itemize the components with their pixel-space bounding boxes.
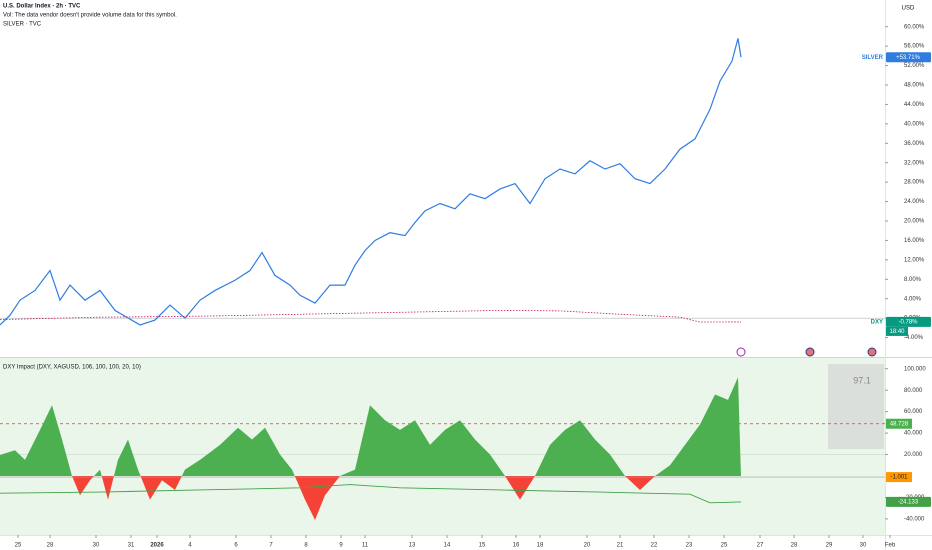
y-tick-label: 16.00%	[904, 238, 925, 244]
x-tick-label: 22	[651, 543, 658, 549]
x-tick-label: 8	[304, 543, 308, 549]
y-tick-label: 40.00%	[904, 121, 925, 127]
x-tick-label: 20	[584, 543, 591, 549]
y-tick-label: 52.00%	[904, 63, 925, 69]
x-tick-label: 23	[686, 543, 693, 549]
x-tick-label: 11	[362, 543, 369, 549]
price-badge-label: -0.78%	[898, 320, 918, 326]
price-badge	[886, 52, 931, 63]
y-tick-label: 28.00%	[904, 180, 925, 186]
y-tick-label: 4.00%	[904, 296, 922, 302]
y-tick-label: 32.00%	[904, 160, 925, 166]
y-tick-label: 20.000	[904, 452, 923, 458]
x-tick-label: 13	[409, 543, 416, 549]
stats-table	[828, 364, 884, 449]
y-tick-label: 100.000	[904, 366, 926, 372]
y-tick-label: -40.000	[904, 516, 925, 522]
price-badge	[886, 472, 912, 483]
y-tick-label: 56.00%	[904, 44, 925, 50]
x-tick-label: 25	[15, 543, 22, 549]
volume-note: Vol: The data vendor doesn't provide vol…	[3, 13, 177, 19]
x-tick-label: 31	[128, 543, 135, 549]
x-tick-label: 16	[513, 543, 520, 549]
y-tick-label: 60.00%	[904, 24, 925, 30]
countdown-label: 18:40	[889, 329, 905, 335]
x-tick-label: 28	[47, 543, 54, 549]
price-badge	[886, 496, 931, 507]
signal-line	[0, 484, 742, 504]
compare-symbol: SILVER · TVC	[3, 22, 42, 28]
x-tick-label: 14	[444, 543, 451, 549]
level-badge	[886, 418, 912, 429]
y-tick-label: 40.000	[904, 431, 923, 437]
level-badge-label: 48.728	[890, 421, 909, 427]
x-tick-label: 30	[860, 543, 867, 549]
symbol-badge-label: SILVER	[862, 55, 884, 61]
x-tick-label: 15	[479, 543, 486, 549]
y-tick-label: -4.00%	[904, 335, 924, 341]
y-tick-label: 44.00%	[904, 102, 925, 108]
series-line	[0, 309, 742, 323]
area-positive	[0, 377, 741, 476]
x-tick-label: Feb	[885, 543, 896, 549]
x-tick-label: 18	[537, 543, 544, 549]
y-tick-label: 60.000	[904, 409, 923, 415]
x-tick-label: 27	[757, 543, 764, 549]
x-tick-label: 4	[188, 543, 192, 549]
y-tick-label: 12.00%	[904, 257, 925, 263]
y-tick-label: 8.00%	[904, 277, 922, 283]
event-icon[interactable]	[805, 347, 815, 357]
x-tick-label: 29	[826, 543, 833, 549]
symbol-badge-label: DXY	[871, 320, 883, 326]
area-negative	[0, 476, 741, 520]
x-tick-label: 2026	[150, 543, 164, 549]
price-badge-label: +53.71%	[896, 55, 921, 61]
x-tick-label: 21	[617, 543, 624, 549]
y-tick-label: 24.00%	[904, 199, 925, 205]
x-tick-label: 25	[721, 543, 728, 549]
countdown-badge	[886, 326, 908, 336]
stats-value: 97.1	[853, 375, 871, 385]
y-tick-label: 20.00%	[904, 219, 925, 225]
event-icon[interactable]	[736, 347, 746, 357]
price-badge-label: -1.001	[890, 475, 908, 481]
x-tick-label: 7	[269, 543, 273, 549]
x-tick-label: 28	[791, 543, 798, 549]
chart-title: U.S. Dollar Index · 2h · TVC	[3, 4, 81, 10]
y-tick-label: 80.000	[904, 388, 923, 394]
x-tick-label: 9	[339, 543, 343, 549]
x-tick-label: 6	[234, 543, 238, 549]
price-badge-label: -24.133	[898, 499, 919, 505]
y-tick-label: 36.00%	[904, 141, 925, 147]
indicator-title: DXY Impact (DXY, XAGUSD, 106, 100, 100, …	[3, 365, 141, 371]
currency[interactable]: USD	[902, 6, 915, 12]
series-line	[0, 38, 742, 326]
price-badge	[886, 316, 931, 327]
x-tick-label: 30	[93, 543, 100, 549]
event-icon[interactable]	[867, 347, 877, 357]
y-tick-label: 48.00%	[904, 83, 925, 89]
